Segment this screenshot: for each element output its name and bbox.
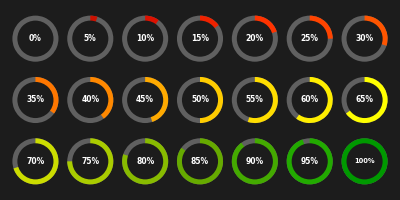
Wedge shape xyxy=(122,138,168,184)
Wedge shape xyxy=(200,16,219,29)
Circle shape xyxy=(292,82,328,118)
Text: 80%: 80% xyxy=(136,157,154,166)
Wedge shape xyxy=(12,138,58,184)
Text: 15%: 15% xyxy=(191,34,209,43)
Wedge shape xyxy=(287,77,333,123)
Text: 25%: 25% xyxy=(301,34,319,43)
Text: 0%: 0% xyxy=(29,34,42,43)
Wedge shape xyxy=(122,77,168,123)
Circle shape xyxy=(346,21,383,57)
Wedge shape xyxy=(232,16,278,62)
Wedge shape xyxy=(122,138,168,184)
Wedge shape xyxy=(296,77,333,123)
Wedge shape xyxy=(67,138,113,184)
Wedge shape xyxy=(255,16,277,33)
Wedge shape xyxy=(145,77,168,122)
Wedge shape xyxy=(342,16,388,62)
Text: 90%: 90% xyxy=(246,157,264,166)
Text: 20%: 20% xyxy=(246,34,264,43)
Circle shape xyxy=(127,143,163,179)
Text: 40%: 40% xyxy=(81,96,99,104)
Wedge shape xyxy=(67,77,113,123)
Wedge shape xyxy=(90,16,98,22)
Wedge shape xyxy=(342,77,388,123)
Wedge shape xyxy=(200,77,223,123)
Wedge shape xyxy=(177,16,223,62)
Wedge shape xyxy=(12,16,58,62)
Text: 55%: 55% xyxy=(246,96,264,104)
Text: 75%: 75% xyxy=(81,157,99,166)
Circle shape xyxy=(17,21,54,57)
Wedge shape xyxy=(145,16,159,25)
Circle shape xyxy=(72,82,108,118)
Circle shape xyxy=(127,21,163,57)
Wedge shape xyxy=(248,77,278,123)
Text: 10%: 10% xyxy=(136,34,154,43)
Text: 85%: 85% xyxy=(191,157,209,166)
Wedge shape xyxy=(67,138,113,184)
Circle shape xyxy=(346,143,383,179)
Wedge shape xyxy=(342,138,388,184)
Circle shape xyxy=(182,82,218,118)
Circle shape xyxy=(237,21,273,57)
Wedge shape xyxy=(346,77,388,123)
Text: 35%: 35% xyxy=(26,96,44,104)
Wedge shape xyxy=(122,16,168,62)
Wedge shape xyxy=(287,138,333,184)
Text: 95%: 95% xyxy=(301,157,319,166)
Text: 30%: 30% xyxy=(356,34,374,43)
Circle shape xyxy=(72,143,108,179)
Text: 60%: 60% xyxy=(301,96,319,104)
Circle shape xyxy=(292,143,328,179)
Text: 45%: 45% xyxy=(136,96,154,104)
Wedge shape xyxy=(12,77,58,123)
Wedge shape xyxy=(67,16,113,62)
Circle shape xyxy=(17,143,54,179)
Circle shape xyxy=(237,143,273,179)
Text: 65%: 65% xyxy=(356,96,374,104)
Wedge shape xyxy=(14,138,58,184)
Circle shape xyxy=(292,21,328,57)
Circle shape xyxy=(127,82,163,118)
Wedge shape xyxy=(36,77,58,114)
Text: 70%: 70% xyxy=(26,157,44,166)
Circle shape xyxy=(72,21,108,57)
Wedge shape xyxy=(287,138,333,184)
Text: 5%: 5% xyxy=(84,34,97,43)
Wedge shape xyxy=(90,77,113,119)
Circle shape xyxy=(346,82,383,118)
Circle shape xyxy=(237,82,273,118)
Circle shape xyxy=(17,82,54,118)
Wedge shape xyxy=(232,77,278,123)
Wedge shape xyxy=(232,138,278,184)
Wedge shape xyxy=(287,16,333,62)
Circle shape xyxy=(182,143,218,179)
Wedge shape xyxy=(177,138,223,184)
Wedge shape xyxy=(177,138,223,184)
Circle shape xyxy=(182,21,218,57)
Wedge shape xyxy=(310,16,333,39)
Text: 100%: 100% xyxy=(354,158,375,164)
Text: 50%: 50% xyxy=(191,96,209,104)
Wedge shape xyxy=(232,138,278,184)
Wedge shape xyxy=(342,138,388,184)
Wedge shape xyxy=(177,77,223,123)
Wedge shape xyxy=(364,16,388,46)
